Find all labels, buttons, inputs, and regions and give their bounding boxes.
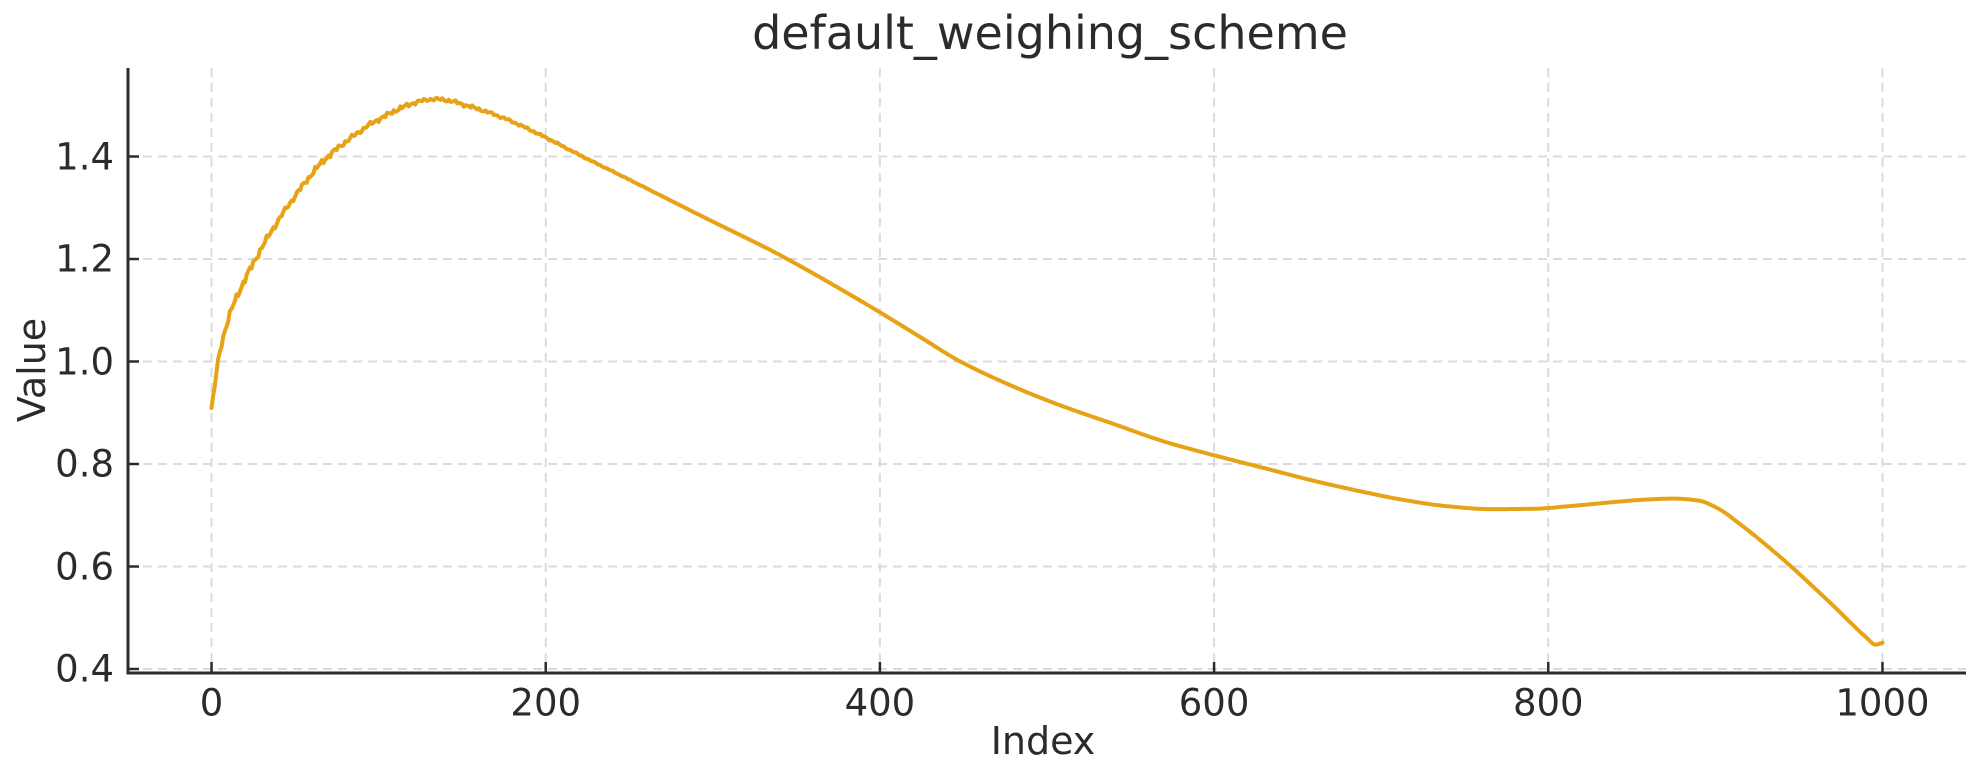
y-tick-label: 1.0	[55, 340, 114, 383]
y-tick-label: 0.4	[55, 647, 114, 691]
y-tick-label: 0.8	[55, 442, 114, 486]
x-tick-label: 600	[1178, 681, 1250, 725]
y-tick-label: 1.2	[55, 237, 114, 281]
x-axis-label: Index	[990, 719, 1096, 763]
x-tick-label: 200	[510, 681, 582, 725]
series-line	[209, 95, 1885, 647]
x-tick-label: 400	[844, 681, 916, 725]
y-tick-label: 0.6	[55, 545, 114, 588]
x-tick-label: 1000	[1835, 681, 1930, 725]
y-tick-label: 1.4	[55, 135, 114, 178]
chart-title: default_weighing_scheme	[752, 6, 1348, 60]
x-tick-label: 800	[1512, 681, 1584, 725]
y-axis-label: Value	[10, 317, 54, 423]
x-tick-label: 0	[199, 681, 224, 725]
